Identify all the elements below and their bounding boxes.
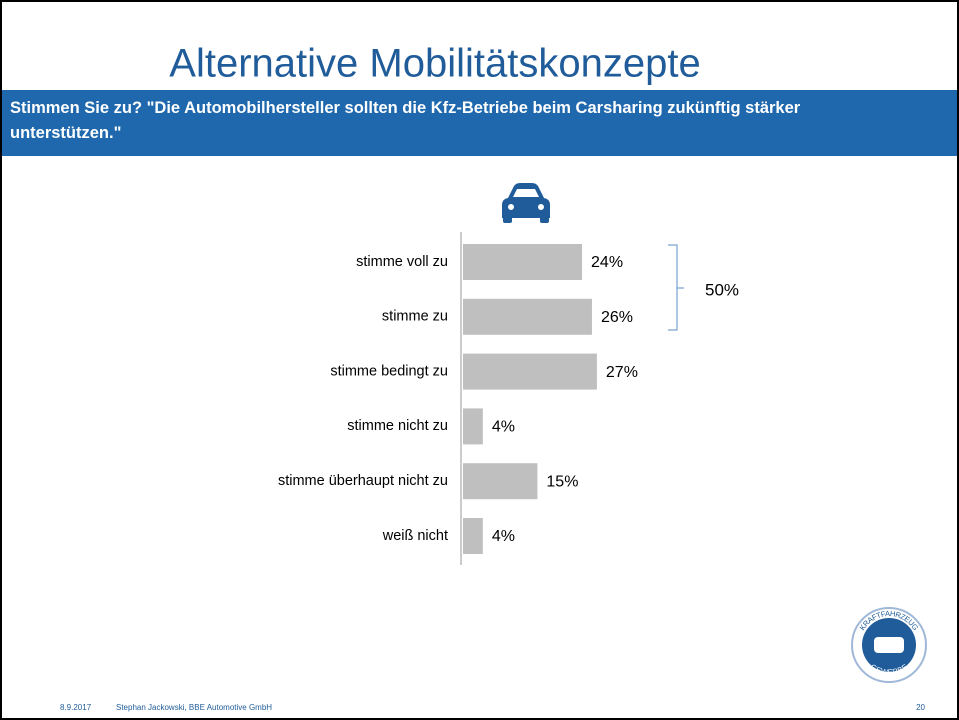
question-box: Stimmen Sie zu? "Die Automobilhersteller… (10, 99, 801, 142)
question-text: Stimmen Sie zu? "Die Automobilhersteller… (10, 99, 801, 142)
bar (463, 244, 583, 280)
bar (463, 518, 483, 554)
question-band (2, 90, 957, 156)
bracket-label: 50% (705, 280, 739, 299)
logo: KRAFTFAHRZEUG GEWERBE (851, 607, 927, 683)
category-label: stimme voll zu (356, 254, 448, 270)
bar (463, 463, 538, 500)
category-label: stimme zu (382, 309, 448, 325)
value-label: 4% (492, 528, 515, 545)
category-label: stimme nicht zu (347, 418, 448, 434)
category-label: stimme überhaupt nicht zu (278, 473, 448, 489)
value-label: 4% (492, 419, 515, 436)
value-label: 27% (606, 364, 638, 381)
value-label: 24% (591, 254, 623, 271)
category-label: weiß nicht (382, 528, 448, 544)
footer-author: Stephan Jackowski, BBE Automotive GmbH (116, 703, 272, 712)
car-icon (502, 183, 550, 223)
slide-title: Alternative Mobilitätskonzepte (169, 42, 700, 86)
value-label: 26% (601, 309, 633, 326)
bar (463, 298, 592, 335)
value-label: 15% (546, 473, 578, 490)
footer-page: 20 (916, 703, 925, 712)
bar (463, 408, 483, 445)
bar (463, 353, 597, 390)
footer-date: 8.9.2017 (60, 703, 92, 712)
bracket (668, 244, 684, 331)
svg-text:GEWERBE: GEWERBE (869, 662, 909, 677)
logo-bottom: GEWERBE (869, 662, 909, 677)
category-label: stimme bedingt zu (330, 363, 448, 379)
